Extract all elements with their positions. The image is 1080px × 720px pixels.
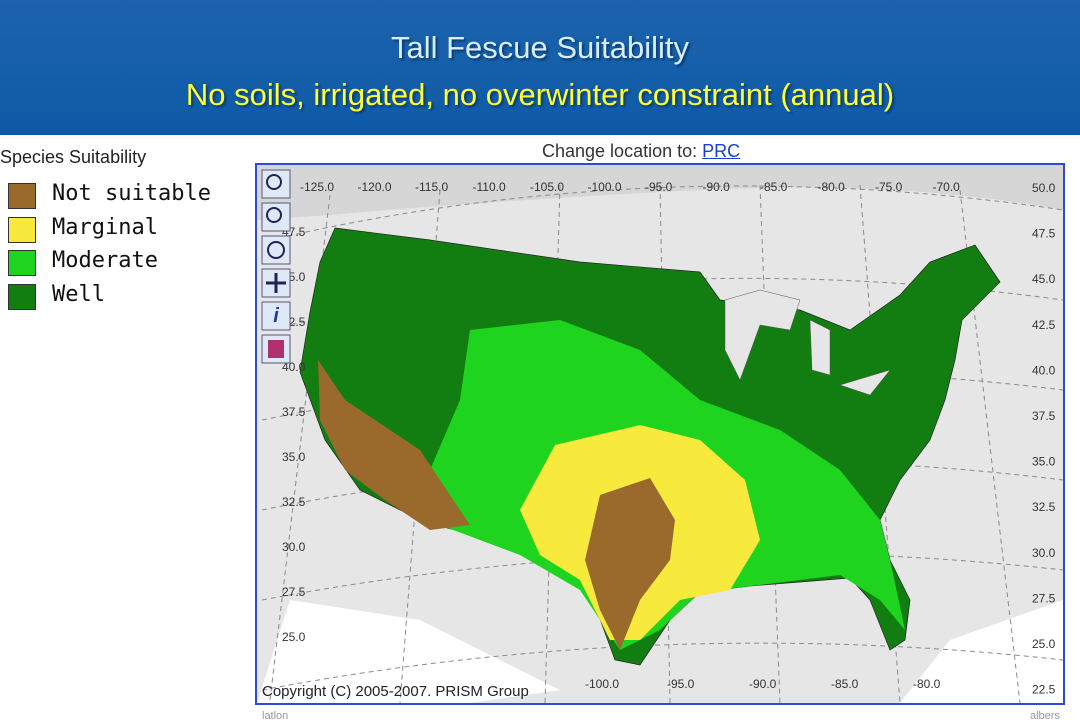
longitude-label: -100.0 <box>588 180 622 194</box>
legend-label: Not suitable <box>52 181 211 206</box>
us-not-suitable <box>318 360 470 530</box>
legend-label: Moderate <box>52 248 158 273</box>
footer-right: albers <box>1030 710 1060 720</box>
legend-label: Marginal <box>52 214 158 240</box>
great-lakes <box>724 289 891 396</box>
longitude-label: -70.0 <box>933 180 961 194</box>
subtitle: No soils, irrigated, no overwinter const… <box>185 77 895 112</box>
latitude-label: 35.0 <box>282 450 306 464</box>
legend-swatch <box>8 283 36 310</box>
legend-label: Well <box>52 281 105 307</box>
ocean <box>257 600 560 703</box>
latitude-label: 35.0 <box>1032 455 1056 469</box>
help-button[interactable] <box>261 334 291 364</box>
legend-swatch <box>8 183 36 209</box>
longitude-label: -95.0 <box>645 180 673 194</box>
latitude-label: 25.0 <box>1032 637 1056 651</box>
latitude-label: 42.5 <box>282 315 306 329</box>
legend-swatch <box>8 216 36 243</box>
zoom-extent-button[interactable] <box>261 235 291 265</box>
latitude-label: 47.5 <box>282 225 306 239</box>
us-moderate <box>430 320 905 650</box>
latitude-label: 42.5 <box>1032 318 1056 332</box>
latitude-label: 40.0 <box>282 360 306 374</box>
us-not-suitable <box>585 478 675 650</box>
longitude-label: -95.0 <box>667 677 695 691</box>
latitude-label: 40.0 <box>1032 363 1056 377</box>
longitude-label: -80.0 <box>818 180 846 194</box>
longitude-label: -125.0 <box>300 180 334 194</box>
copyright: Copyright (C) 2005-2007. PRISM Group <box>262 683 529 700</box>
latitude-label: 30.0 <box>282 540 306 554</box>
info-button[interactable] <box>261 301 291 331</box>
longitude-label: -90.0 <box>703 180 731 194</box>
longitude-label: -100.0 <box>585 677 619 691</box>
latitude-label: 27.5 <box>282 585 306 599</box>
latitude-label: 22.5 <box>1032 683 1056 697</box>
canada <box>257 165 1063 220</box>
latitude-label: 37.5 <box>282 405 306 419</box>
map-frame <box>255 163 1065 705</box>
longitude-label: -105.0 <box>530 180 564 194</box>
latitude-label: 50.0 <box>1032 181 1056 195</box>
map: -125.0 -120.0 -115.0 -110.0 -105.0 -100.0 -95.… <box>257 165 1063 703</box>
latitude-label: 25.0 <box>282 630 306 644</box>
longitude-label: -110.0 <box>473 180 506 194</box>
location-link[interactable]: PRC <box>702 141 741 161</box>
graticule <box>261 184 1063 703</box>
location-prompt: Change location to: <box>542 141 698 161</box>
toolbar: i <box>261 169 291 364</box>
latitude-label: 27.5 <box>1032 591 1056 605</box>
legend-swatch <box>8 250 36 276</box>
longitude-label: -80.0 <box>913 677 941 691</box>
latitude-label: 32.5 <box>282 495 306 509</box>
longitude-label: -75.0 <box>875 180 903 194</box>
longitude-label: -115.0 <box>415 180 448 194</box>
latitude-label: 32.5 <box>1032 500 1056 514</box>
location-bar: Change location to: PRC <box>542 141 740 162</box>
footer-left: latlon <box>262 710 288 720</box>
latitude-label: 37.5 <box>1032 409 1056 423</box>
zoom-out-button[interactable] <box>261 202 291 232</box>
latitude-label: 47.5 <box>1032 227 1056 241</box>
map-bg <box>257 165 1063 703</box>
legend-title: Species Suitability <box>0 147 147 167</box>
longitude-label: -90.0 <box>749 677 777 691</box>
ocean <box>900 600 1063 703</box>
longitude-label: -120.0 <box>358 180 392 194</box>
latitude-label: 45.0 <box>1032 272 1056 286</box>
svg-text:i: i <box>273 305 279 327</box>
title: Tall Fescue Suitability <box>390 30 690 65</box>
header: Tall Fescue Suitability No soils, irriga… <box>0 0 1080 135</box>
latitude-label: 30.0 <box>1032 546 1056 560</box>
longitude-label: -85.0 <box>760 180 788 194</box>
zoom-in-button[interactable] <box>261 169 291 199</box>
us-well <box>299 227 1001 666</box>
longitude-label: -85.0 <box>831 677 859 691</box>
us-marginal <box>520 425 760 640</box>
pan-button[interactable] <box>261 268 291 298</box>
latitude-label: 45.0 <box>282 270 306 284</box>
